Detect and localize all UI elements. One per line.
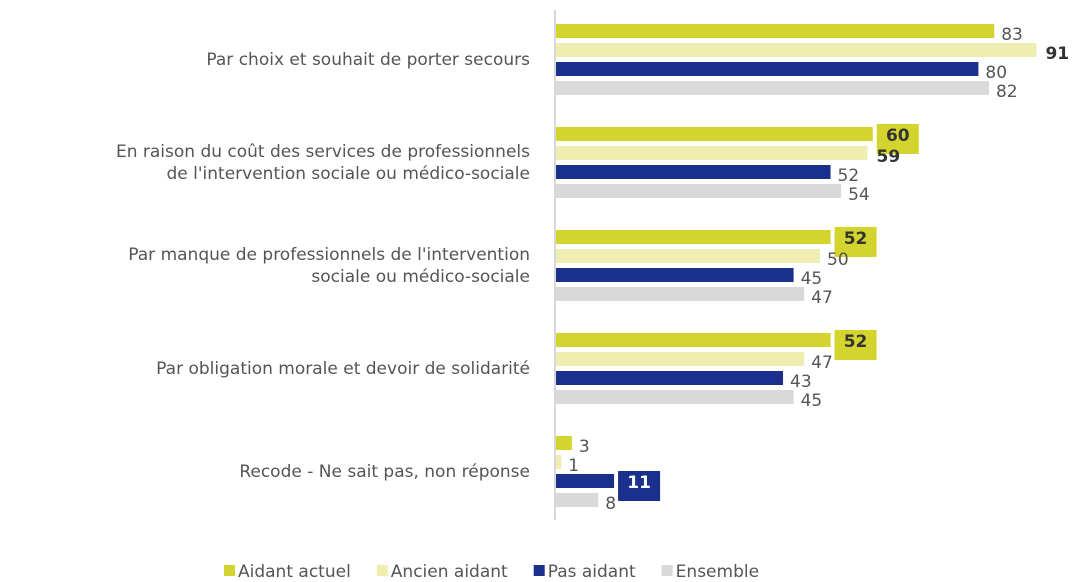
- value-label: 91: [1045, 44, 1069, 64]
- label-box: [834, 227, 877, 257]
- value-label: 80: [985, 63, 1007, 83]
- bar: [556, 371, 784, 385]
- legend-swatch: [376, 565, 388, 576]
- value-label: 45: [801, 391, 823, 411]
- value-label: 82: [996, 82, 1018, 102]
- bar: [556, 62, 979, 76]
- value-label: 52: [844, 229, 868, 249]
- bar: [556, 127, 873, 141]
- label-box: [834, 330, 877, 360]
- category-label: Par manque de professionnels de l'interv…: [128, 245, 530, 287]
- bar: [556, 81, 989, 95]
- value-label: 54: [848, 185, 870, 205]
- bar: [556, 436, 572, 450]
- category-label: Par obligation morale et devoir de solid…: [156, 359, 530, 379]
- category-label: Par choix et souhait de porter secours: [206, 50, 530, 70]
- value-label: 47: [811, 288, 833, 308]
- bar: [556, 184, 842, 198]
- bar: [556, 43, 1037, 57]
- bar: [556, 230, 831, 244]
- bar: [556, 165, 831, 179]
- value-label: 52: [844, 332, 868, 352]
- value-label: 3: [579, 437, 590, 457]
- label-box: [876, 124, 919, 154]
- bar: [556, 333, 831, 347]
- value-label: 52: [838, 166, 860, 186]
- bar: [556, 146, 868, 160]
- bar: [556, 24, 995, 38]
- legend-swatch: [224, 565, 235, 576]
- label-box: [618, 471, 661, 501]
- value-label: 59: [877, 147, 901, 167]
- bar: [556, 474, 615, 488]
- bar: [556, 390, 794, 404]
- bar: [556, 287, 805, 301]
- value-label: 43: [790, 372, 812, 392]
- bar: [556, 455, 562, 469]
- value-label: 60: [886, 126, 910, 146]
- legend-swatch: [661, 565, 673, 576]
- bar: [556, 493, 599, 507]
- bar: [556, 268, 794, 282]
- bar: [556, 352, 805, 366]
- value-label: 11: [627, 473, 651, 493]
- category-label: Recode - Ne sait pas, non réponse: [239, 462, 530, 482]
- legend-label: Ensemble: [676, 562, 759, 582]
- value-label: 50: [827, 250, 849, 270]
- bar: [556, 249, 820, 263]
- legend-swatch: [533, 565, 545, 576]
- category-label: En raison du coût des services de profes…: [115, 142, 530, 184]
- legend-label: Ancien aidant: [391, 562, 508, 582]
- value-label: 1: [568, 456, 579, 476]
- legend-label: Pas aidant: [548, 562, 636, 582]
- value-label: 83: [1001, 25, 1023, 45]
- value-label: 45: [801, 269, 823, 289]
- value-label: 8: [605, 494, 616, 514]
- legend-label: Aidant actuel: [238, 562, 351, 582]
- value-label: 47: [811, 353, 833, 373]
